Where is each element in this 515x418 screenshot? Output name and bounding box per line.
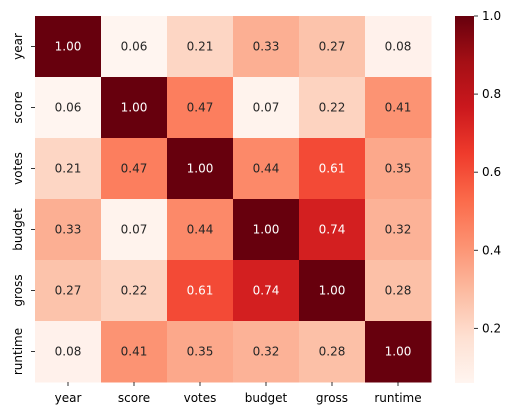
heatmap-cell-label: 0.06 [55,101,82,115]
heatmap-cell [167,77,234,139]
x-tick-label: gross [316,391,348,405]
heatmap-cell-label: 0.28 [385,284,412,298]
heatmap-cell-label: 0.21 [187,40,214,54]
heatmap-cell [365,138,432,200]
heatmap-cell [101,321,168,383]
heatmap-cell [167,138,234,200]
colorbar: 0.2 0.4 0.6 0.8 1.0 [455,9,501,383]
heatmap-cell-label: 0.22 [121,284,148,298]
y-tick-label: budget [11,208,25,251]
x-tick-label: runtime [374,391,421,405]
heatmap-cell-label: 0.47 [187,101,214,115]
heatmap-cell-label: 1.00 [121,101,148,115]
heatmap-cell [101,199,168,261]
heatmap-cell [233,138,300,200]
heatmap-cell [167,321,234,383]
heatmap-cell [365,321,432,383]
heatmap-cell-label: 1.00 [253,223,280,237]
heatmap-cell [35,77,102,139]
x-tick-labels: year score votes budget gross runtime [55,382,422,405]
heatmap-cell-label: 0.41 [121,345,148,359]
heatmap-cell [167,16,234,78]
heatmap-cell [299,138,366,200]
colorbar-tick-label: 0.8 [482,87,501,101]
heatmap-cell [233,199,300,261]
heatmap-cell [365,16,432,78]
heatmap-cell [101,138,168,200]
heatmap-cell-label: 0.08 [385,40,412,54]
heatmap-cell-label: 0.21 [55,162,82,176]
heatmap-cell [299,199,366,261]
y-tick-label: score [11,91,25,123]
heatmap-cell-labels: 1.00 0.06 0.21 0.33 0.27 0.08 0.06 1.00 0.47 0.07… [55,40,412,359]
heatmap-cell [35,138,102,200]
heatmap-cell-label: 0.22 [319,101,346,115]
heatmap-cell-label: 0.33 [253,40,280,54]
heatmap-cell-label: 0.32 [253,345,280,359]
heatmap-cell [101,16,168,78]
heatmap-cell-label: 0.27 [319,40,346,54]
heatmap-cells [35,16,432,383]
heatmap-cell-label: 0.61 [187,284,214,298]
heatmap-cell-label: 0.27 [55,284,82,298]
heatmap-cell [101,260,168,322]
heatmap-cell-label: 0.32 [385,223,412,237]
heatmap-cell-label: 0.35 [187,345,214,359]
heatmap-cell-label: 0.07 [121,223,148,237]
heatmap-cell [101,77,168,139]
heatmap-cell [35,16,102,78]
heatmap-cell-label: 0.74 [253,284,280,298]
heatmap-cell-label: 0.08 [55,345,82,359]
heatmap-cell [167,260,234,322]
heatmap-cell [365,260,432,322]
heatmap-cell [233,77,300,139]
colorbar-tick-label: 0.6 [482,165,501,179]
y-tick-label: year [11,33,25,60]
heatmap-cell [365,77,432,139]
y-tick-label: gross [11,274,25,306]
heatmap-cell-label: 1.00 [55,40,82,54]
heatmap-cell-label: 0.74 [319,223,346,237]
heatmap-cell-label: 1.00 [187,162,214,176]
heatmap-cell-label: 1.00 [319,284,346,298]
heatmap-cell [35,199,102,261]
heatmap-cell [299,321,366,383]
x-tick-label: year [55,391,82,405]
colorbar-gradient [455,16,474,383]
heatmap-cell [365,199,432,261]
heatmap-cell [233,260,300,322]
x-tick-label: score [118,391,150,405]
heatmap-cell [35,260,102,322]
heatmap-cell-label: 0.06 [121,40,148,54]
heatmap-cell [233,321,300,383]
heatmap-cell-label: 0.47 [121,162,148,176]
heatmap-cell-label: 1.00 [385,345,412,359]
heatmap-cell-label: 0.41 [385,101,412,115]
y-tick-labels: year score votes budget gross runtime [11,33,35,375]
heatmap-cell [299,260,366,322]
heatmap-cell [35,321,102,383]
heatmap-cell-label: 0.28 [319,345,346,359]
heatmap-cell-label: 0.07 [253,101,280,115]
heatmap-cell-label: 0.35 [385,162,412,176]
heatmap-cell-label: 0.44 [253,162,280,176]
colorbar-tick-label: 1.0 [482,9,501,23]
heatmap-cell-label: 0.33 [55,223,82,237]
y-tick-label: votes [11,152,25,185]
heatmap-cell-label: 0.44 [187,223,214,237]
heatmap-cell [167,199,234,261]
y-tick-label: runtime [11,328,25,375]
colorbar-tick-label: 0.4 [482,243,501,257]
heatmap-cell [299,77,366,139]
heatmap-cell [233,16,300,78]
x-tick-label: votes [184,391,217,405]
heatmap-cell-label: 0.61 [319,162,346,176]
x-tick-label: budget [245,391,288,405]
colorbar-tick-label: 0.2 [482,321,501,335]
heatmap-cell [299,16,366,78]
